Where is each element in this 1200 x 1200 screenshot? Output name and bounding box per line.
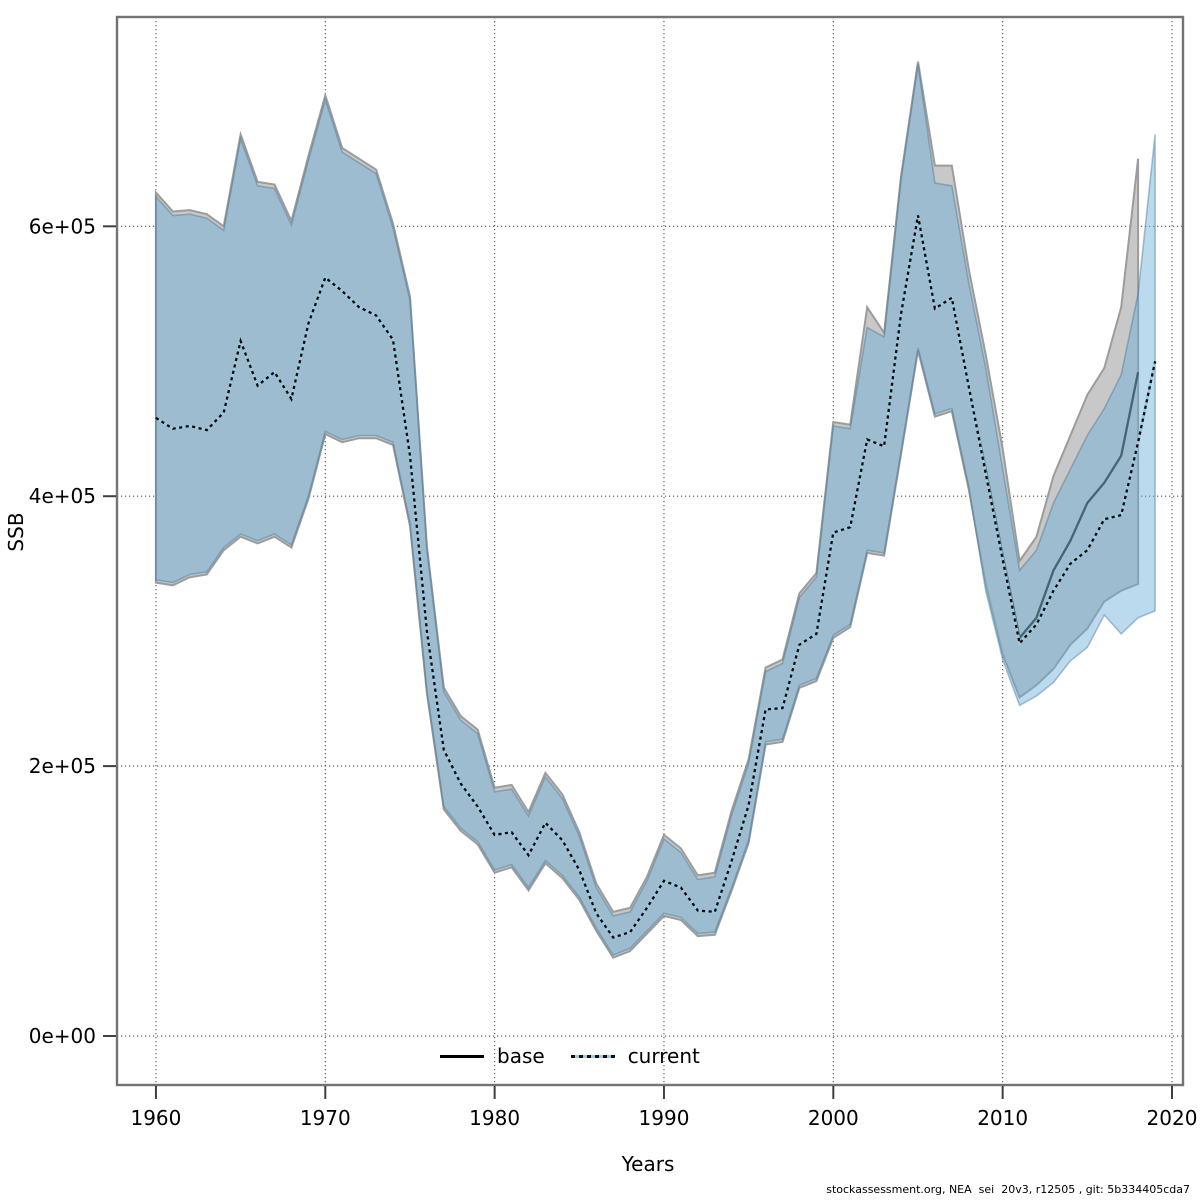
- x-tick-label: 1990: [639, 1106, 690, 1130]
- legend-item-current: current: [570, 1044, 700, 1068]
- y-tick-label: 4e+05: [29, 484, 96, 508]
- y-axis-title: SSB: [4, 512, 28, 552]
- x-tick-label: 1980: [469, 1106, 520, 1130]
- plot-area: [154, 61, 1157, 959]
- x-tick-label: 2000: [808, 1106, 859, 1130]
- legend-item-base: base: [440, 1044, 545, 1068]
- x-tick-label: 1970: [300, 1106, 351, 1130]
- y-tick-label: 0e+00: [29, 1024, 96, 1048]
- axis-tick-labels: 1960 1970 1980 1990 2000 2010 2020 0e+00 2e+05 4e…: [29, 214, 1198, 1130]
- y-tick-label: 6e+05: [29, 214, 96, 238]
- x-tick-label: 1960: [130, 1106, 181, 1130]
- footer-credit: stockassessment.org, NEA sei 20v3, r1250…: [826, 1183, 1190, 1196]
- plot-frame: [115, 15, 1185, 1087]
- legend-label-base: base: [497, 1044, 545, 1068]
- base-line-swatch-icon: [440, 1054, 484, 1058]
- y-tick-label: 2e+05: [29, 754, 96, 778]
- x-tick-label: 2010: [977, 1106, 1028, 1130]
- axis-ticks: [103, 225, 1173, 1099]
- x-tick-label: 2020: [1147, 1106, 1198, 1130]
- current-median-dotted-line: [155, 215, 1157, 939]
- current-ci-band: [155, 64, 1156, 956]
- legend-label-current: current: [627, 1044, 700, 1068]
- legend: base current: [440, 1044, 700, 1068]
- x-axis-title: Years: [621, 1152, 675, 1176]
- base-ci-band: [154, 61, 1140, 959]
- current-line-swatch-icon: [570, 1054, 615, 1058]
